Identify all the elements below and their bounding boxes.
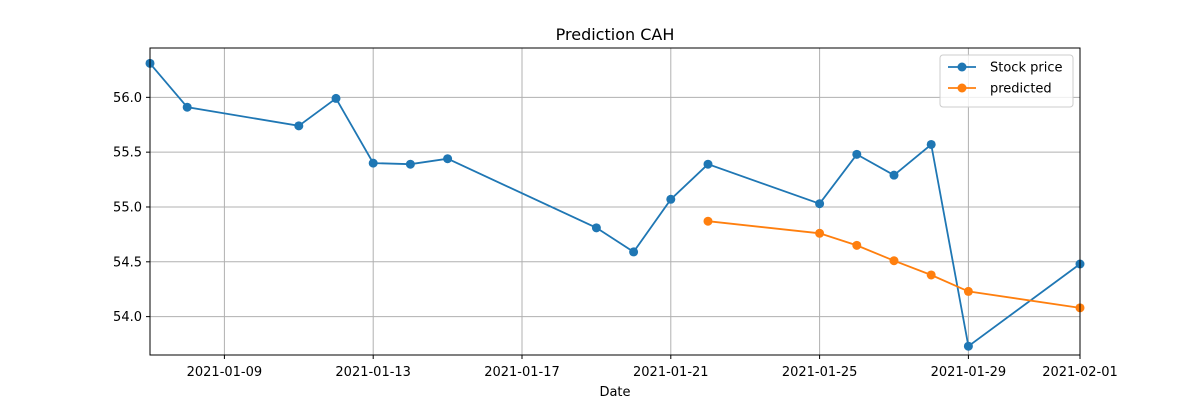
x-tick-label: 2021-01-13 bbox=[335, 365, 411, 380]
data-point bbox=[591, 223, 601, 233]
legend-label: predicted bbox=[990, 82, 1052, 97]
legend-box bbox=[939, 54, 1074, 108]
data-point bbox=[889, 256, 899, 266]
x-tick-label: 2021-01-17 bbox=[484, 365, 560, 380]
data-point bbox=[182, 102, 192, 112]
data-point bbox=[926, 139, 936, 149]
y-tick-label: 54.0 bbox=[113, 310, 142, 325]
data-point bbox=[815, 199, 825, 209]
legend-item: predicted bbox=[948, 82, 1052, 97]
data-point bbox=[703, 159, 713, 169]
y-tick-label: 55.5 bbox=[113, 146, 142, 161]
data-point bbox=[629, 247, 639, 257]
x-tick-label: 2021-01-25 bbox=[782, 365, 858, 380]
series-layer bbox=[145, 58, 1085, 351]
legend-marker bbox=[957, 83, 967, 93]
data-point bbox=[815, 228, 825, 238]
data-point bbox=[963, 341, 973, 351]
grid-lines bbox=[150, 48, 1081, 355]
data-point bbox=[963, 286, 973, 296]
y-tick-label: 54.5 bbox=[113, 255, 142, 270]
data-point bbox=[331, 93, 341, 103]
x-axis-label: Date bbox=[599, 385, 630, 400]
data-point bbox=[443, 154, 453, 164]
data-point bbox=[666, 194, 676, 204]
chart-title: Prediction CAH bbox=[556, 25, 675, 44]
x-tick-label: 2021-01-29 bbox=[931, 365, 1007, 380]
data-point bbox=[703, 216, 713, 226]
legend: Stock price predicted bbox=[939, 54, 1074, 108]
data-point bbox=[926, 270, 936, 280]
series-predicted bbox=[703, 216, 1085, 313]
axes-frame bbox=[149, 47, 1081, 356]
data-point bbox=[405, 159, 415, 169]
axis-ticks: 2021-01-09 2021-01-13 2021-01-17 2021-01-21… bbox=[113, 91, 1118, 380]
x-tick-label: 2021-02-01 bbox=[1042, 365, 1118, 380]
data-point bbox=[852, 240, 862, 250]
data-point bbox=[294, 121, 304, 131]
data-point bbox=[889, 170, 899, 180]
legend-item: Stock price bbox=[948, 61, 1062, 76]
x-tick-label: 2021-01-09 bbox=[187, 365, 263, 380]
legend-marker bbox=[957, 62, 967, 72]
data-point bbox=[368, 158, 378, 168]
y-tick-label: 55.0 bbox=[113, 200, 142, 215]
x-tick-label: 2021-01-21 bbox=[633, 365, 709, 380]
series-stock-price bbox=[145, 58, 1085, 351]
legend-label: Stock price bbox=[990, 61, 1062, 76]
data-point bbox=[852, 149, 862, 159]
y-tick-label: 56.0 bbox=[113, 91, 142, 106]
